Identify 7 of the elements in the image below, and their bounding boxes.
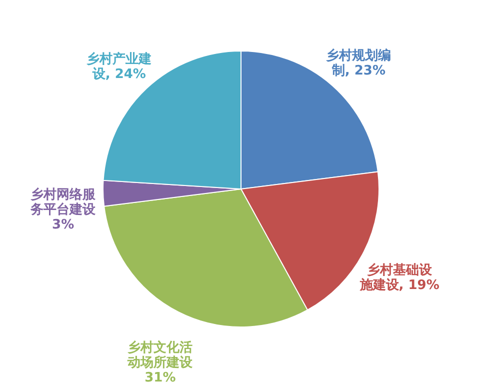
slice-label: 乡村网络服务平台建设 [30, 186, 97, 218]
slice-label: 乡村规划编制, 23% [326, 47, 392, 78]
slice-label: 乡村基础设施建设, 19% [358, 262, 440, 293]
data-label: 3% [52, 218, 74, 233]
slice-label: 乡村产业建设, 24% [86, 51, 152, 82]
slice-label: 乡村文化活动场所建设 [126, 340, 194, 371]
data-label: 31% [144, 370, 176, 383]
